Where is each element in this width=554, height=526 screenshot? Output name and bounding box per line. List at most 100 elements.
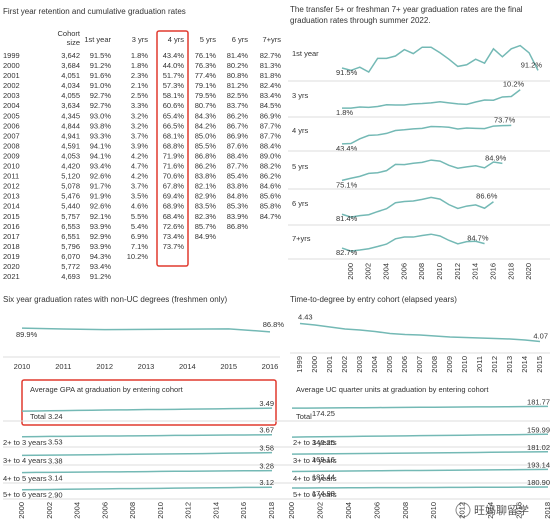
data-label: 10.2% (503, 80, 525, 89)
column-header: 6 yrs (232, 35, 249, 44)
row-header: 2020 (3, 262, 20, 271)
cell: 86.8% (195, 151, 217, 160)
x-tick-label: 2004 (73, 502, 82, 519)
highlight-box (156, 30, 189, 267)
x-tick-label: 2005 (385, 356, 394, 373)
data-label: 43.4% (336, 144, 358, 153)
row-header: 2018 (3, 242, 20, 251)
data-label: 3.38 (48, 456, 63, 465)
cell: 92.7% (90, 101, 112, 110)
cell: 4,693 (61, 272, 80, 281)
data-label: 86.6% (476, 192, 498, 201)
cell: 76.1% (195, 51, 217, 60)
x-tick-label: 2013 (505, 356, 514, 373)
cell: 4.7% (131, 162, 148, 171)
cell: 86.9% (260, 111, 282, 120)
cell: 73.7% (163, 242, 185, 251)
cell: 4,034 (61, 81, 80, 90)
line (291, 486, 549, 489)
watermark-icon (455, 502, 471, 518)
row-label: 2+ to 3 years (3, 438, 47, 447)
cell: 71.6% (163, 162, 185, 171)
data-label: 1.8% (336, 108, 353, 117)
line (21, 433, 273, 438)
cell: 83.8% (227, 182, 249, 191)
cell: 83.4% (260, 91, 282, 100)
x-tick-label: 2010 (429, 502, 438, 519)
cell: 2.3% (131, 71, 148, 80)
cell: 68.9% (163, 202, 185, 211)
x-tick-label: 2015 (220, 362, 237, 371)
cell: 84.5% (260, 101, 282, 110)
cell: 85.6% (260, 192, 282, 201)
row-label: 7+yrs (292, 234, 311, 243)
cell: 82.4% (260, 81, 282, 90)
cell: 83.8% (195, 172, 217, 181)
cell: 93.3% (90, 131, 112, 140)
cell: 91.5% (90, 51, 112, 60)
x-tick-label: 2012 (453, 263, 462, 280)
cell: 92.7% (90, 91, 112, 100)
cell: 93.4% (90, 262, 112, 271)
cell: 93.0% (90, 111, 112, 120)
x-tick-label: 2012 (490, 356, 499, 373)
row-header: 2010 (3, 162, 20, 171)
data-label: 89.9% (16, 330, 38, 339)
cell: 3,634 (61, 101, 80, 110)
cell: 68.1% (163, 131, 185, 140)
line (341, 159, 503, 182)
x-tick-label: 2006 (399, 263, 408, 280)
line (291, 405, 549, 409)
cell: 88.4% (227, 151, 249, 160)
line (291, 451, 549, 455)
x-tick-label: 2015 (535, 356, 544, 373)
cell: 88.4% (260, 141, 282, 150)
cell: 91.2% (90, 61, 112, 70)
cell: 83.7% (227, 101, 249, 110)
row-header: 2012 (3, 182, 20, 191)
row-header: 2019 (3, 252, 20, 261)
cell: 6,070 (61, 252, 80, 261)
line (341, 124, 512, 145)
cell: 87.7% (227, 162, 249, 171)
cell: 5,796 (61, 242, 80, 251)
cell: 4,051 (61, 71, 80, 80)
cell: 4,055 (61, 91, 80, 100)
cell: 85.8% (260, 202, 282, 211)
data-label: 159.99 (527, 425, 550, 434)
row-header: 2013 (3, 192, 20, 201)
line (341, 44, 539, 73)
watermark: 旺妈聊留学 (474, 503, 529, 517)
cell: 91.2% (90, 272, 112, 281)
cell: 5.5% (131, 212, 148, 221)
cell: 4,844 (61, 121, 80, 130)
x-tick-label: 2002 (340, 356, 349, 373)
column-header: 7+yrs (262, 35, 281, 44)
data-label: 174.25 (312, 409, 335, 418)
x-tick-label: 2003 (355, 356, 364, 373)
line (291, 433, 549, 438)
x-tick-label: 2008 (128, 502, 137, 519)
cell: 85.7% (195, 222, 217, 231)
x-tick-label: 2004 (370, 356, 379, 373)
cell: 79.1% (195, 81, 217, 90)
row-header: 2014 (3, 202, 20, 211)
cell: 4.2% (131, 172, 148, 181)
x-tick-label: 2014 (179, 362, 196, 371)
x-tick-label: 2014 (486, 502, 495, 519)
data-label: 84.9% (485, 153, 507, 162)
cell: 93.8% (90, 121, 112, 130)
data-label: 140.25 (312, 438, 335, 447)
cell: 68.4% (163, 212, 185, 221)
cell: 5,440 (61, 202, 80, 211)
row-header: 2011 (3, 172, 19, 181)
line (21, 486, 273, 491)
cell: 3.5% (131, 192, 148, 201)
row-header: 2006 (3, 121, 20, 130)
cell: 83.9% (227, 212, 249, 221)
cell: 88.2% (260, 162, 282, 171)
cell: 44.0% (163, 61, 185, 70)
cell: 5.4% (131, 222, 148, 231)
data-label: 3.58 (259, 444, 274, 453)
cell: 80.8% (227, 71, 249, 80)
